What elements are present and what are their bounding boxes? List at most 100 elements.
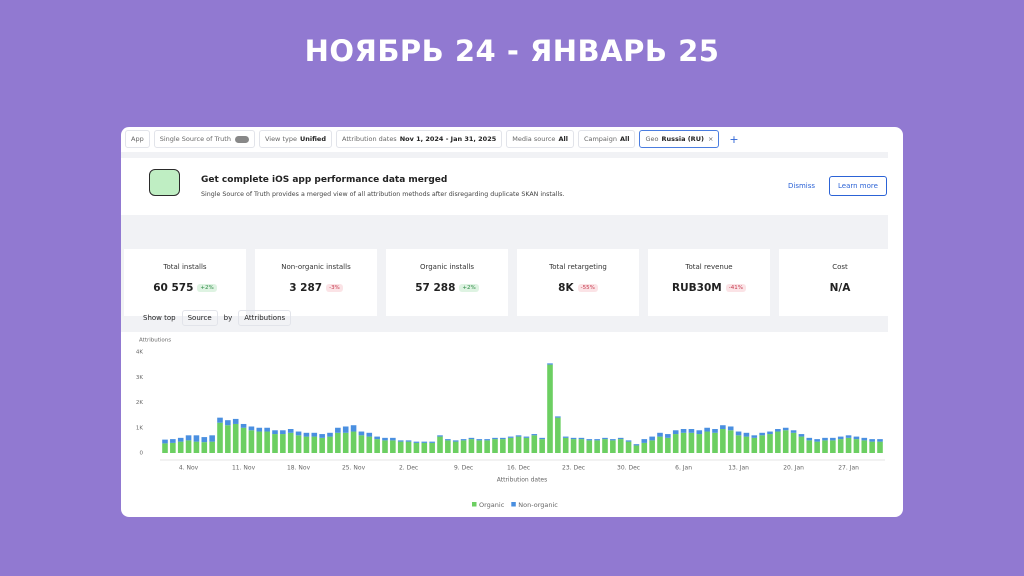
change-badge: -3%	[326, 284, 343, 292]
kpi-card: Total retargeting 8K -55%	[517, 249, 639, 316]
source-select[interactable]: Source	[181, 310, 218, 326]
x-axis-label: Attribution dates	[497, 477, 548, 484]
bar-segment	[555, 417, 561, 453]
bar-segment	[735, 431, 742, 436]
bar-segment	[225, 420, 231, 426]
metric-select[interactable]: Attributions	[238, 310, 292, 326]
bar-segment	[452, 441, 459, 453]
bar-segment	[869, 441, 875, 453]
bar-segment	[696, 434, 703, 453]
bar-segment	[523, 437, 530, 453]
bar-segment	[421, 442, 428, 453]
value: Russia (RU)	[661, 135, 704, 143]
bar-segment	[421, 441, 428, 443]
x-tick-label: 23. Dec	[562, 465, 585, 472]
toggle[interactable]	[234, 135, 249, 143]
bar-segment	[311, 432, 318, 437]
bar-segment	[625, 440, 632, 442]
bar-segment	[837, 436, 844, 440]
bar-segment	[625, 441, 632, 453]
bar-segment	[256, 427, 263, 432]
bar-segment	[460, 439, 467, 441]
x-tick-label: 11. Nov	[232, 465, 256, 472]
bar-segment	[727, 430, 734, 453]
value: Unified	[299, 135, 326, 143]
x-tick-label: 16. Dec	[507, 465, 530, 472]
bar-segment	[680, 429, 687, 433]
bar-segment	[390, 440, 396, 453]
chart-controls: Show top Source by Attributions	[143, 310, 292, 326]
bar-segment	[767, 431, 773, 435]
value: All	[619, 135, 630, 143]
add-filter[interactable]: +	[729, 132, 739, 146]
bar-segment	[665, 434, 671, 438]
x-tick-label: 6. Jan	[675, 465, 692, 472]
campaign-filter[interactable]: Campaign All	[577, 130, 636, 148]
geo-filter[interactable]: Geo Russia (RU) ×	[639, 130, 720, 148]
date-filter[interactable]: Attribution dates Nov 1, 2024 - Jan 31, 2…	[335, 130, 503, 148]
x-tick-label: 9. Dec	[454, 465, 473, 472]
bar-segment	[830, 440, 836, 453]
y-axis-label: Attributions	[139, 338, 171, 344]
bar-segment	[177, 437, 184, 442]
x-tick-label: 4. Nov	[179, 465, 199, 472]
app-filter[interactable]: App	[125, 130, 150, 148]
bar-segment	[162, 443, 168, 453]
media-filter[interactable]: Media source All	[506, 130, 574, 148]
bar-segment	[484, 440, 490, 453]
bar-segment	[720, 429, 726, 453]
bar-segment	[704, 431, 710, 453]
bar-segment	[507, 436, 514, 438]
bar-segment	[177, 441, 184, 453]
view-filter[interactable]: View type Unified	[258, 130, 332, 148]
bar-segment	[672, 434, 679, 453]
kpi-label: Non-organic installs	[281, 263, 351, 271]
label: by	[223, 314, 233, 322]
value: 60 575	[153, 282, 194, 294]
kpi-label: Cost	[832, 263, 848, 271]
bar-segment	[539, 439, 545, 453]
bar-segment	[437, 436, 443, 453]
bar-segment	[303, 432, 310, 437]
bar-segment	[531, 435, 538, 453]
bar-segment	[712, 432, 718, 453]
bar-segment	[531, 434, 538, 436]
bar-segment	[845, 435, 852, 438]
y-tick-label: 1K	[136, 425, 143, 431]
bar-segment	[374, 436, 380, 440]
bar-segment	[790, 430, 797, 433]
y-tick-label: 0	[140, 451, 144, 457]
value: 3 287	[289, 282, 323, 294]
bar-segment	[759, 435, 765, 453]
bar-segment	[649, 440, 655, 453]
kpi-value: RUB30M -41%	[648, 282, 770, 294]
bar-segment	[515, 436, 522, 453]
banner-icon	[149, 169, 180, 196]
bar-segment	[232, 423, 239, 453]
bar-segment	[806, 440, 813, 453]
bar-segment	[617, 437, 624, 440]
kpi-value: 60 575 +2%	[124, 282, 246, 294]
bar-segment	[743, 436, 750, 453]
bar-segment	[775, 431, 781, 453]
bar-segment	[162, 439, 168, 444]
value: 8K	[558, 282, 574, 294]
kpi-label: Total revenue	[685, 263, 733, 271]
bar-segment	[853, 436, 860, 440]
banner-text: Single Source of Truth provides a merged…	[201, 191, 565, 198]
bar-segment	[264, 431, 270, 453]
learn-more-button[interactable]: Learn more	[829, 176, 887, 196]
bar-segment	[366, 432, 373, 437]
bar-segment	[657, 432, 663, 437]
dismiss-button[interactable]: Dismiss	[788, 182, 816, 190]
bar-segment	[327, 436, 333, 453]
bar-segment	[610, 439, 616, 441]
x-tick-label: 13. Jan	[728, 465, 749, 472]
bar-segment	[790, 432, 797, 453]
y-tick-label: 4K	[136, 350, 143, 356]
sst-toggle[interactable]: Single Source of Truth	[153, 130, 255, 148]
bar-segment	[751, 435, 758, 438]
bar-segment	[523, 436, 530, 438]
